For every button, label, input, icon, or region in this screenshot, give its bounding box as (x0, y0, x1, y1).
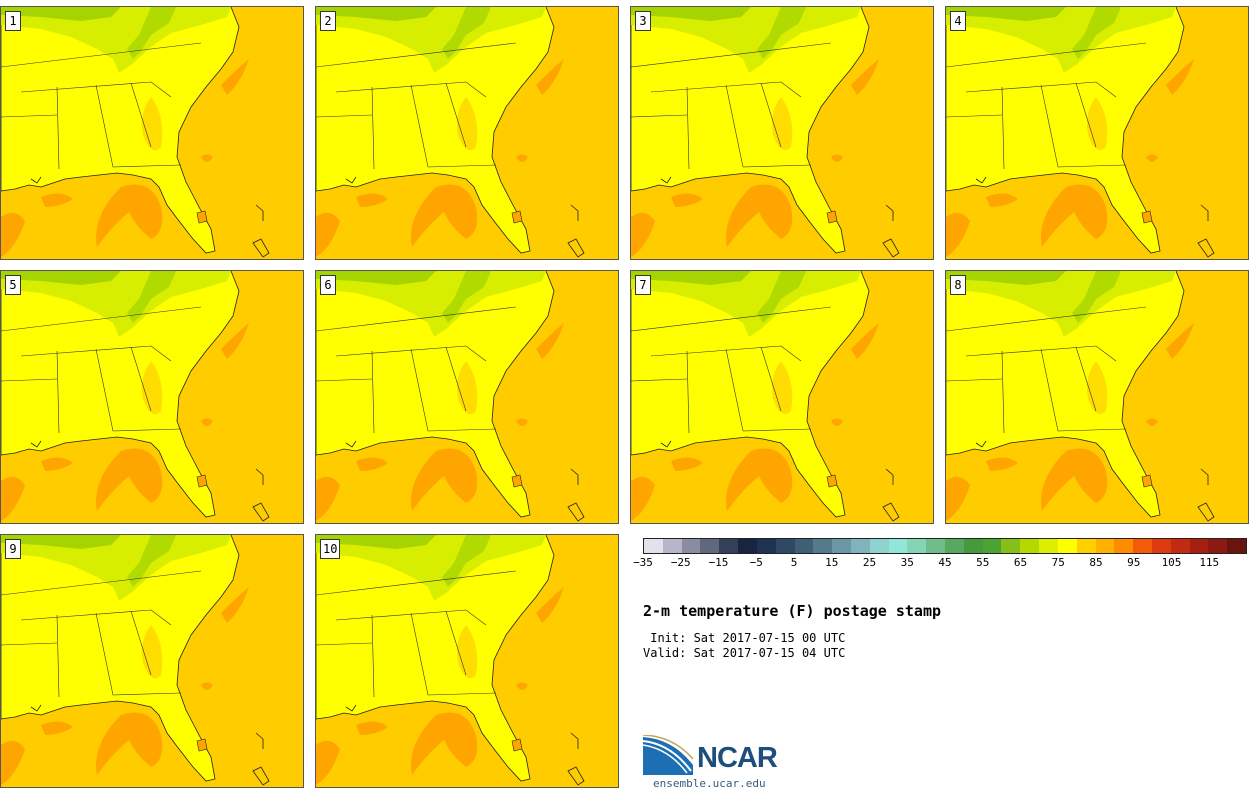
ensemble-member-panel: 1 (0, 6, 304, 260)
colorbar-tick-label: −5 (749, 556, 763, 569)
temperature-map (316, 271, 618, 523)
ensemble-member-panel: 5 (0, 270, 304, 524)
member-number-label: 10 (320, 539, 341, 559)
colorbar-tick-label: 25 (862, 556, 877, 569)
temperature-map (631, 271, 933, 523)
colorbar-segment (644, 539, 663, 553)
colorbar-segment (700, 539, 720, 553)
colorbar-segment (1114, 539, 1134, 553)
ensemble-member-panel: 2 (315, 6, 619, 260)
colorbar-segment (850, 539, 870, 553)
ensemble-member-panel: 3 (630, 6, 934, 260)
member-number-label: 1 (5, 11, 21, 31)
colorbar-tick-label: −35 (633, 556, 653, 569)
colorbar-tick-label: 15 (825, 556, 839, 569)
colorbar-tick-labels: −35 −25 −15 −5 5 15 25 35 45 55 65 75 85 95 105 115 (633, 556, 1247, 572)
plot-title: 2-m temperature (F) postage stamp (643, 602, 942, 620)
member-number-label: 2 (320, 11, 336, 31)
temperature-map (316, 535, 618, 787)
colorbar-tick-label: 65 (1013, 556, 1028, 569)
temperature-map (316, 7, 618, 259)
member-number-label: 4 (950, 11, 966, 31)
colorbar-segment (756, 539, 776, 553)
colorbar-segment (1133, 539, 1152, 553)
colorbar-tick-label: 45 (938, 556, 952, 569)
colorbar-segment (869, 539, 889, 553)
valid-time: Valid: Sat 2017-07-15 04 UTC (643, 646, 846, 660)
colorbar-segment (945, 539, 964, 553)
colorbar-segment (775, 539, 795, 553)
member-number-label: 8 (950, 275, 966, 295)
colorbar-segment (982, 539, 1002, 553)
colorbar-segment (1001, 539, 1021, 553)
colorbar-tick-label: −15 (708, 556, 729, 569)
temperature-map (1, 271, 303, 523)
init-time: Init: Sat 2017-07-15 00 UTC (643, 631, 846, 645)
ensemble-member-panel: 9 (0, 534, 304, 788)
ensemble-member-panel: 6 (315, 270, 619, 524)
colorbar-segment (794, 539, 814, 553)
colorbar-segment (719, 539, 739, 553)
colorbar-segment (1189, 539, 1209, 553)
colorbar-tick-label: 115 (1199, 556, 1220, 569)
member-number-label: 6 (320, 275, 336, 295)
colorbar-segment (926, 539, 945, 553)
colorbar-segment (1208, 539, 1228, 553)
member-number-label: 3 (635, 11, 651, 31)
colorbar-segment (1039, 539, 1058, 553)
ensemble-member-panel: 10 (315, 534, 619, 788)
colorbar-segment (1227, 539, 1246, 553)
colorbar-tick-label: 75 (1051, 556, 1065, 569)
temperature-map (946, 7, 1248, 259)
colorbar-segment (1076, 539, 1096, 553)
colorbar-tick-label: 105 (1161, 556, 1182, 569)
ensemble-member-panel: 7 (630, 270, 934, 524)
colorbar-segment (681, 539, 701, 553)
ncar-logo-text: NCAR (697, 742, 778, 774)
colorbar-segment (963, 539, 983, 553)
member-number-label: 5 (5, 275, 21, 295)
temperature-map (631, 7, 933, 259)
temperature-map (946, 271, 1248, 523)
colorbar-segment (1020, 539, 1040, 553)
colorbar-segment (1170, 539, 1190, 553)
colorbar-segment (1151, 539, 1171, 553)
colorbar-segment (888, 539, 908, 553)
website-url: ensemble.ucar.edu (653, 777, 766, 790)
colorbar-segment (1057, 539, 1077, 553)
colorbar-tick-label: 5 (790, 556, 798, 569)
ncar-logo-icon (643, 735, 693, 775)
colorbar-segment (832, 539, 851, 553)
member-number-label: 7 (635, 275, 651, 295)
colorbar-segment (813, 539, 833, 553)
colorbar-tick-label: 35 (900, 556, 914, 569)
ensemble-member-panel: 4 (945, 6, 1249, 260)
colorbar-tick-label: 55 (976, 556, 990, 569)
temperature-map (1, 7, 303, 259)
colorbar-tick-label: −25 (670, 556, 691, 569)
ensemble-member-panel: 8 (945, 270, 1249, 524)
colorbar-segment (907, 539, 927, 553)
temperature-map (1, 535, 303, 787)
colorbar-tick-label: 85 (1089, 556, 1103, 569)
member-number-label: 9 (5, 539, 21, 559)
colorbar-segment (1095, 539, 1115, 553)
colorbar-segment (662, 539, 682, 553)
temperature-colorbar (643, 538, 1247, 554)
colorbar-segment (738, 539, 757, 553)
colorbar-tick-label: 95 (1127, 556, 1141, 569)
